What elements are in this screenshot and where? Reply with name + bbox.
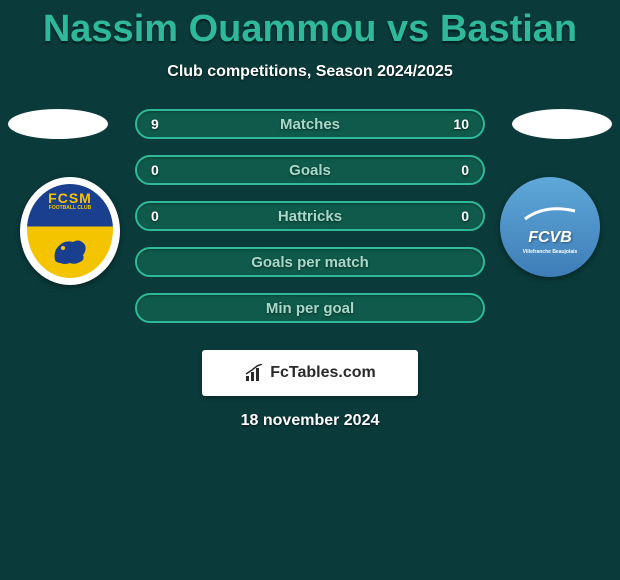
page-subtitle: Club competitions, Season 2024/2025 bbox=[0, 63, 620, 81]
stat-left-value: 0 bbox=[151, 162, 159, 178]
fcvb-sub: Villefranche Beaujolais bbox=[523, 249, 578, 255]
comparison-area: FCSM FOOTBALL CLUB FCVB Villefranche Bea… bbox=[0, 109, 620, 349]
flag-right-placeholder bbox=[512, 109, 612, 139]
fcvb-badge: FCVB Villefranche Beaujolais bbox=[500, 177, 600, 277]
fcsm-badge: FCSM FOOTBALL CLUB bbox=[20, 177, 120, 285]
fcvb-swoosh-icon bbox=[520, 199, 580, 229]
stat-label: Goals bbox=[289, 162, 331, 179]
stat-label: Hattricks bbox=[278, 208, 342, 225]
stat-right-value: 0 bbox=[461, 162, 469, 178]
stat-label: Min per goal bbox=[266, 300, 354, 317]
fcsm-code: FCSM bbox=[48, 190, 92, 206]
date-text: 18 november 2024 bbox=[241, 412, 380, 430]
fcsm-sub: FOOTBALL CLUB bbox=[49, 205, 91, 211]
lion-icon bbox=[45, 230, 95, 270]
stats-column: 9 Matches 10 0 Goals 0 0 Hattricks 0 Goa… bbox=[135, 109, 485, 323]
fcvb-code: FCVB bbox=[528, 229, 572, 247]
stat-row-hattricks: 0 Hattricks 0 bbox=[135, 201, 485, 231]
brand-box[interactable]: FcTables.com bbox=[202, 350, 418, 396]
stat-row-goals: 0 Goals 0 bbox=[135, 155, 485, 185]
stat-label: Matches bbox=[280, 116, 340, 133]
stat-label: Goals per match bbox=[251, 254, 369, 271]
stat-row-gpm: Goals per match bbox=[135, 247, 485, 277]
stat-left-value: 0 bbox=[151, 208, 159, 224]
stat-right-value: 0 bbox=[461, 208, 469, 224]
flag-left-placeholder bbox=[8, 109, 108, 139]
stat-left-value: 9 bbox=[151, 116, 159, 132]
stat-row-matches: 9 Matches 10 bbox=[135, 109, 485, 139]
club-badge-right: FCVB Villefranche Beaujolais bbox=[500, 177, 600, 285]
stat-right-value: 10 bbox=[453, 116, 469, 132]
page-title: Nassim Ouammou vs Bastian bbox=[0, 0, 620, 51]
chart-icon bbox=[244, 364, 264, 382]
stat-row-mpg: Min per goal bbox=[135, 293, 485, 323]
brand-text: FcTables.com bbox=[270, 364, 376, 382]
club-badge-left: FCSM FOOTBALL CLUB bbox=[20, 177, 120, 285]
